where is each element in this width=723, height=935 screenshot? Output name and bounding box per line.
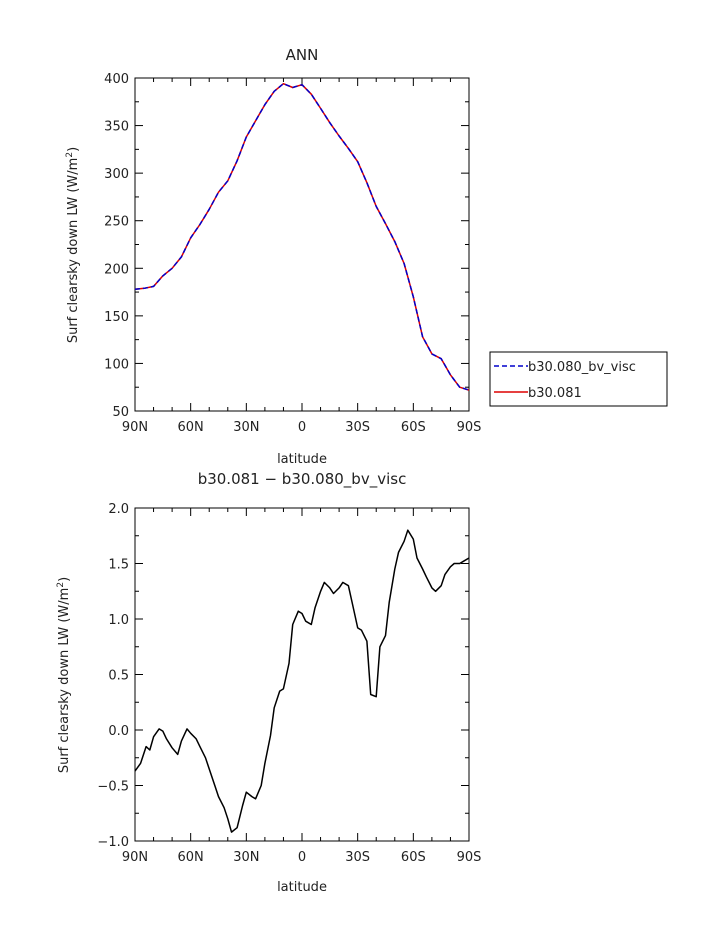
legend: b30.080_bv_visc b30.081 xyxy=(489,351,668,407)
top-x-tick-label-30n: 30N xyxy=(233,420,259,435)
bottom-y-tick-label-4: 1.0 xyxy=(108,613,129,628)
top-y-tick-label-7: 400 xyxy=(104,72,129,87)
bottom-x-tick-label-0: 0 xyxy=(298,850,306,865)
top-x-tick-label-0: 0 xyxy=(298,420,306,435)
top-x-tick-label-60n: 60N xyxy=(178,420,204,435)
top-y-tick-label-5: 300 xyxy=(104,167,129,182)
top-series-lines xyxy=(134,82,470,391)
bottom-plot-frame xyxy=(134,507,470,842)
top-y-tick-label-6: 350 xyxy=(104,120,129,135)
bottom-panel: b30.081 − b30.080_bv_visc 90N 60N 30N 0 30S 6… xyxy=(56,470,481,895)
bottom-x-tick-label-30n: 30N xyxy=(233,850,259,865)
bottom-x-tick-label-30s: 30S xyxy=(345,850,370,865)
bottom-series-line-difference xyxy=(134,529,470,833)
top-y-tick-label-4: 250 xyxy=(104,215,129,230)
bottom-y-axis-label-superscript: 2 xyxy=(56,582,66,588)
bottom-chart-title: b30.081 − b30.080_bv_visc xyxy=(198,470,407,489)
top-y-tick-label-1: 100 xyxy=(104,357,129,372)
top-y-axis-label: Surf clearsky down LW (W/m2) xyxy=(65,147,81,343)
top-y-tick-label-3: 200 xyxy=(104,262,129,277)
bottom-y-axis-label-main: Surf clearsky down LW (W/m xyxy=(57,588,72,774)
top-y-tick-label-0: 50 xyxy=(112,405,129,420)
top-y-tick-label-2: 150 xyxy=(104,310,129,325)
legend-label-b30-081: b30.081 xyxy=(528,386,582,401)
bottom-y-tick-label-5: 1.5 xyxy=(108,558,129,573)
top-series-line-b30-080-bv-visc xyxy=(134,82,470,391)
top-x-axis-label: latitude xyxy=(277,452,327,467)
bottom-y-tick-label-3: 0.5 xyxy=(108,669,129,684)
bottom-x-axis-label: latitude xyxy=(277,880,327,895)
top-chart-title: ANN xyxy=(286,46,319,64)
bottom-y-tick-label-2: 0.0 xyxy=(108,724,129,739)
bottom-x-tick-label-60n: 60N xyxy=(178,850,204,865)
bottom-series-lines xyxy=(134,529,470,833)
bottom-y-axis-label-end: ) xyxy=(57,577,72,582)
legend-box xyxy=(489,351,668,407)
top-plot-frame xyxy=(134,77,470,412)
bottom-axis-ticks: 90N 60N 30N 0 30S 60S 90S −1.0 −0.5 0.0 0.5 1.0 1.5 2… xyxy=(97,502,481,865)
top-y-axis-label-main: Surf clearsky down LW (W/m xyxy=(66,158,81,344)
bottom-x-tick-label-90n: 90N xyxy=(122,850,148,865)
top-y-axis-label-end: ) xyxy=(66,147,81,152)
bottom-x-tick-label-90s: 90S xyxy=(457,850,482,865)
bottom-y-axis-label: Surf clearsky down LW (W/m2) xyxy=(56,577,72,773)
top-axis-ticks: 90N 60N 30N 0 30S 60S 90S 50 100 150 200 250 300 350 4… xyxy=(104,72,481,435)
top-x-tick-label-30s: 30S xyxy=(345,420,370,435)
bottom-y-tick-label-0: −1.0 xyxy=(97,835,129,850)
legend-label-b30-080-bv-visc: b30.080_bv_visc xyxy=(528,360,636,375)
top-panel: ANN 90N 60N 30N 0 30S 60S 90S 50 100 150 200 250 300… xyxy=(65,46,668,467)
bottom-y-tick-label-1: −0.5 xyxy=(97,780,129,795)
top-y-axis-label-superscript: 2 xyxy=(65,152,75,158)
top-x-tick-label-90s: 90S xyxy=(457,420,482,435)
top-x-tick-label-60s: 60S xyxy=(401,420,426,435)
bottom-y-tick-label-6: 2.0 xyxy=(108,502,129,517)
top-series-line-b30-081 xyxy=(134,82,470,391)
top-x-tick-label-90n: 90N xyxy=(122,420,148,435)
bottom-x-tick-label-60s: 60S xyxy=(401,850,426,865)
